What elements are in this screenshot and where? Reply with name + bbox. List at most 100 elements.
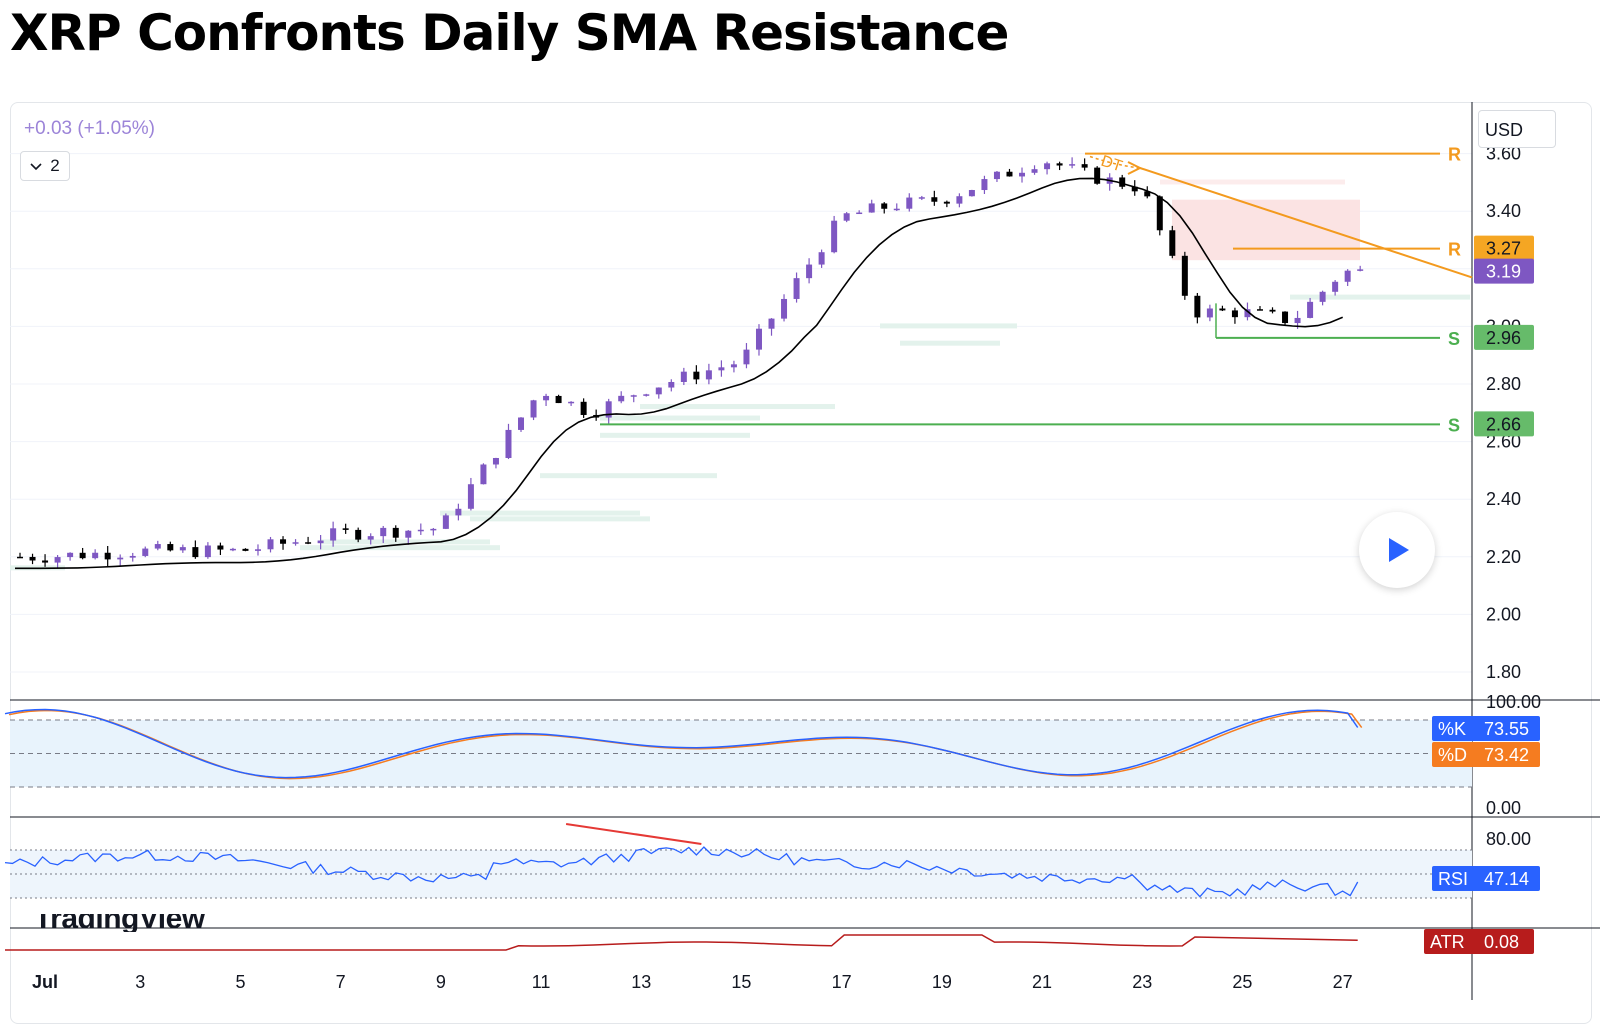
price-change-label: +0.03 (+1.05%) (24, 118, 155, 139)
support-label: S (1448, 415, 1460, 435)
candle-body (1181, 255, 1188, 296)
candle-body (430, 528, 437, 531)
rsi-value: 47.14 (1484, 869, 1529, 889)
price-tick-label: 2.00 (1486, 604, 1521, 624)
article-headline: XRP Confronts Daily SMA Resistance (10, 4, 1009, 62)
time-tick-label: 11 (532, 972, 551, 992)
price-tick-label: 2.80 (1486, 374, 1521, 394)
candle-body (54, 557, 61, 563)
stochastic-tick-label: 100.00 (1486, 692, 1541, 712)
play-icon (1389, 538, 1409, 562)
candle-body (893, 208, 900, 211)
time-tick-label: 27 (1333, 972, 1353, 992)
candle-body (518, 417, 525, 430)
candle-body (906, 197, 913, 209)
candle-body (104, 552, 111, 560)
candle-body (968, 190, 975, 197)
candle-body (1282, 311, 1289, 324)
candle-body (267, 539, 274, 550)
time-tick-label: 23 (1132, 972, 1152, 992)
level-badge-bg (1474, 411, 1534, 437)
time-axis: Jul 3 5 7 9 11 13 15 17 19 21 23 25 27 (32, 972, 1353, 992)
candle-body (1256, 309, 1263, 311)
candle-body (918, 197, 925, 199)
candle-body (680, 371, 687, 382)
candle-body (42, 560, 49, 563)
last-price-badge-bg (1474, 258, 1534, 284)
price-tick-label: 2.40 (1486, 489, 1521, 509)
atr-name: ATR (1430, 932, 1465, 952)
chevron-down-icon (30, 156, 42, 176)
candle-body (1144, 191, 1151, 197)
volume-profile-bar (320, 539, 490, 545)
resistance-label: R (1448, 145, 1461, 165)
volume-profile-bar (640, 404, 835, 410)
candle-body (480, 464, 487, 485)
price-grid (10, 102, 1473, 1000)
candle-body (693, 371, 700, 380)
candle-body (543, 395, 550, 401)
candle-body (1094, 167, 1101, 184)
candle-body (1081, 164, 1088, 168)
candle-body (530, 400, 537, 418)
candle-body (392, 527, 399, 538)
candle-body (192, 547, 199, 558)
candle-body (417, 529, 424, 532)
candle-body (743, 349, 750, 365)
candle-body (1332, 281, 1339, 292)
stoch-k-value: 73.55 (1484, 719, 1529, 739)
candle-body (993, 171, 1000, 180)
volume-profile-bar (470, 516, 650, 522)
candle-body (154, 544, 161, 549)
level-badge: 3.27 (1486, 239, 1521, 259)
atr-badge-bg (1424, 929, 1534, 954)
candle-body (755, 328, 762, 350)
candle-body (1307, 301, 1314, 318)
candle-body (317, 540, 324, 544)
candle-body (117, 557, 124, 560)
candle-body (956, 196, 963, 204)
time-tick-label: 7 (336, 972, 346, 992)
candle-body (217, 545, 224, 550)
stoch-k-name: %K (1438, 719, 1466, 739)
tradingview-watermark: TradingView (34, 914, 205, 932)
interval-selector[interactable]: 2 (20, 151, 70, 181)
last-price-badge: 3.19 (1486, 262, 1521, 282)
rsi-name: RSI (1438, 869, 1468, 889)
time-tick-label: 13 (631, 972, 651, 992)
candle-body (79, 552, 86, 559)
candle-body (292, 542, 299, 544)
candle-body (931, 197, 938, 202)
trendline (1139, 167, 1473, 279)
stoch-d-badge-bg (1432, 742, 1540, 767)
volume-profile-bar (440, 510, 640, 516)
candle-body (305, 542, 312, 544)
candle-body (643, 394, 650, 396)
level-badge-bg (1474, 324, 1534, 350)
time-tick-label: 9 (436, 972, 446, 992)
rsi-line (4, 846, 1359, 898)
candle-body (618, 395, 625, 402)
candle-body (580, 401, 587, 415)
double-top-arc (1089, 155, 1141, 169)
price-axis: 1.802.002.202.402.602.803.003.203.403.60 (1486, 144, 1521, 682)
time-tick-label: 15 (731, 972, 751, 992)
candle-body (167, 544, 174, 551)
candle-body (605, 401, 612, 418)
candle-body (342, 528, 349, 530)
candle-body (1206, 308, 1213, 318)
candle-body (442, 515, 449, 529)
stochastic-k-line (4, 708, 1359, 779)
time-tick-label: 5 (235, 972, 245, 992)
candle-body (856, 212, 863, 215)
currency-selector[interactable]: USD (1478, 110, 1556, 148)
volume-profile-bar (540, 473, 717, 479)
time-tick-label: 17 (832, 972, 852, 992)
time-tick-label: 19 (932, 972, 952, 992)
time-tick-label: 25 (1232, 972, 1252, 992)
candle-body (630, 395, 637, 397)
replay-button[interactable] (1359, 512, 1435, 588)
candle-body (668, 381, 675, 388)
candle-body (254, 549, 261, 551)
